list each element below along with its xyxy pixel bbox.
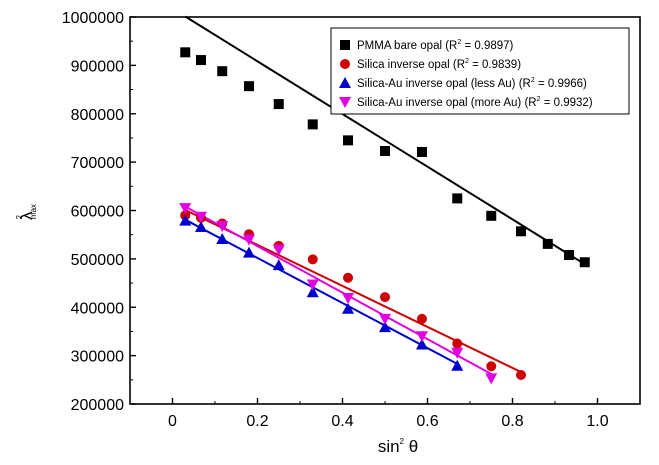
- x-tick-label: 0.4: [331, 413, 353, 430]
- data-point-square: [542, 238, 553, 249]
- legend-label: Silica inverse opal (R2 = 0.9839): [357, 58, 521, 71]
- data-point-square: [486, 210, 497, 221]
- plot-area: 0 0.2 0.4 0.6 0.8 1.0 200000 300000 400000 50000…: [62, 10, 641, 430]
- data-point-circle: [307, 254, 318, 265]
- y-tick-label: 1000000: [62, 10, 124, 27]
- data-point-triangle-down: [342, 293, 355, 305]
- fit-line-triangle-up: [184, 218, 458, 365]
- legend-marker-triangle-up: [339, 77, 351, 88]
- x-tick-label: 0.2: [246, 413, 268, 430]
- data-point-square: [416, 146, 427, 157]
- data-point-circle: [343, 272, 354, 283]
- data-point-square: [452, 193, 463, 204]
- data-point-square: [180, 47, 191, 58]
- data-point-square: [217, 66, 228, 77]
- data-point-triangle-down: [306, 279, 319, 291]
- data-point-triangle-down: [194, 211, 207, 223]
- data-point-triangle-down: [451, 347, 464, 359]
- y-tick-label: 500000: [71, 252, 124, 269]
- data-point-triangle-up: [306, 286, 319, 298]
- data-point-square: [579, 257, 590, 268]
- data-point-triangle-up: [379, 321, 391, 333]
- data-point-circle: [486, 361, 497, 372]
- legend-label: PMMA bare opal (R2 = 0.9897): [357, 39, 514, 52]
- data-point-square: [380, 145, 390, 156]
- legend-marker-square: [340, 40, 350, 50]
- data-point-triangle-up: [216, 233, 229, 245]
- data-point-triangle-down: [179, 203, 192, 215]
- data-point-triangle-up: [342, 302, 355, 314]
- data-point-circle: [452, 338, 463, 349]
- data-markers: [179, 47, 590, 385]
- data-point-triangle-up: [179, 214, 192, 226]
- data-point-triangle-down: [485, 373, 498, 385]
- data-point-triangle-up: [415, 338, 428, 350]
- fit-lines: [184, 15, 586, 375]
- legend-items: PMMA bare opal (R2 = 0.9897) Silica inver…: [339, 39, 593, 109]
- legend: PMMA bare opal (R2 = 0.9897) Silica inver…: [330, 27, 630, 115]
- fit-line-triangle-down: [184, 205, 492, 375]
- y-tick-label: 300000: [71, 349, 124, 366]
- data-point-triangle-down: [415, 331, 428, 343]
- data-point-triangle-up: [272, 259, 285, 271]
- data-point-circle: [416, 313, 427, 324]
- data-point-triangle-down: [216, 220, 229, 232]
- y-tick-label: 700000: [71, 155, 124, 172]
- data-point-triangle-down: [243, 234, 255, 246]
- y-axis-title: λ2 max: [15, 204, 38, 220]
- data-point-circle: [380, 292, 390, 303]
- data-point-square: [244, 81, 254, 92]
- data-point-square: [273, 99, 284, 110]
- data-point-triangle-up: [194, 220, 207, 232]
- y-tick-label: 800000: [71, 107, 124, 124]
- y-tick-label: 200000: [71, 397, 124, 414]
- x-tick-label: 0.6: [416, 413, 438, 430]
- data-point-square: [195, 55, 206, 66]
- x-axis-ticks: 0 0.2 0.4 0.6 0.8 1.0: [129, 398, 641, 430]
- y-axis-ticks: 200000 300000 400000 500000 600000 700000 8000…: [62, 10, 136, 414]
- data-point-square: [564, 250, 575, 261]
- legend-label: Silica-Au inverse opal (less Au) (R2 = 0…: [357, 77, 587, 90]
- legend-box: [330, 27, 630, 115]
- data-point-triangle-down: [272, 244, 285, 256]
- data-point-square: [516, 226, 526, 237]
- legend-marker-triangle-down: [339, 97, 351, 108]
- fit-line-square: [184, 15, 586, 266]
- data-point-triangle-down: [379, 313, 391, 325]
- x-tick-label: 0.8: [501, 413, 523, 430]
- data-point-circle: [516, 369, 526, 380]
- data-point-square: [343, 135, 354, 146]
- x-tick-label: 0: [168, 413, 177, 430]
- data-point-triangle-up: [451, 359, 464, 371]
- x-axis-title: sin2 θ: [378, 437, 418, 456]
- y-tick-label: 600000: [71, 204, 124, 221]
- data-point-square: [307, 119, 318, 130]
- x-tick-label: 1.0: [586, 413, 608, 430]
- legend-label: Silica-Au inverse opal (more Au) (R2 = 0…: [357, 96, 593, 109]
- data-point-triangle-up: [243, 246, 255, 258]
- y-tick-label: 900000: [71, 58, 124, 75]
- y-tick-label: 400000: [71, 300, 124, 317]
- legend-marker-circle: [340, 59, 350, 69]
